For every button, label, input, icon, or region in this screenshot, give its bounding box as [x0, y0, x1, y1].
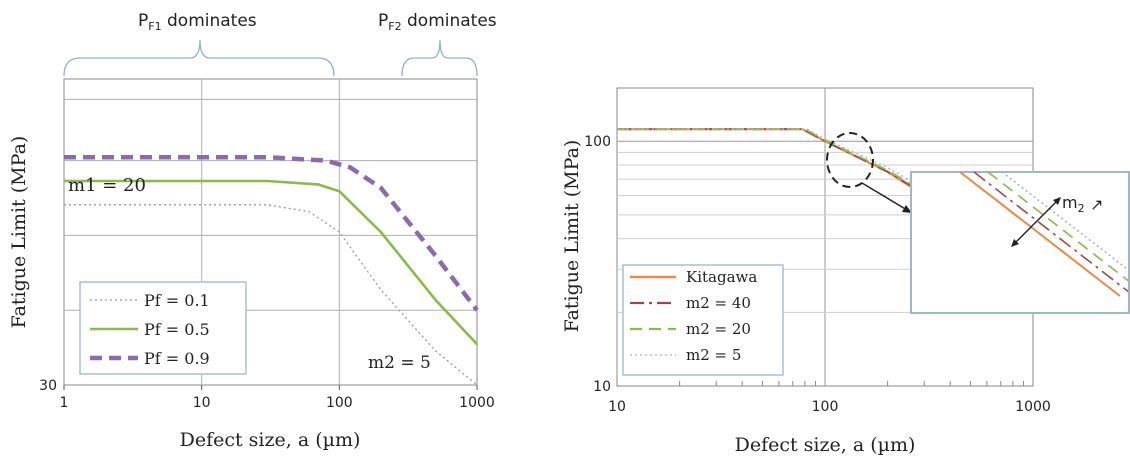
- m2-annotation: m2 = 5: [368, 353, 431, 373]
- inset-m2-arrow-head-up: [1053, 197, 1061, 205]
- right-legend-label: m2 = 20: [686, 320, 751, 338]
- inset-line-0: [959, 171, 1121, 297]
- left-legend-label: Pf = 0.1: [144, 291, 210, 310]
- left-series-line-0: [64, 204, 478, 386]
- right-y-tick-label: 100: [584, 134, 611, 150]
- inset-m2-arrow: [1013, 199, 1059, 245]
- left-y-axis-label: Fatigue Limit (MPa): [8, 136, 30, 329]
- right-y-axis-label: Fatigue Limit (MPa): [561, 140, 583, 333]
- left-x-tick-label: 1000: [459, 395, 495, 411]
- right-legend: Kitagawa m2 = 40 m2 = 20 m2 = 5: [622, 264, 784, 376]
- inset-box: [910, 171, 1130, 314]
- right-chart: 10 100 1000 10 100 Defect size, a (µm) Fatig…: [561, 87, 1130, 456]
- left-x-tick-label: 100: [326, 395, 353, 411]
- right-ticks: 10 100 1000 10 100: [584, 134, 1051, 415]
- right-legend-box: [622, 264, 784, 376]
- right-series-line-3: [617, 128, 925, 190]
- right-x-tick-label: 1000: [1015, 399, 1051, 415]
- right-x-tick-label: 100: [812, 399, 839, 415]
- m1-annotation: m1 = 20: [68, 175, 146, 196]
- left-ticks: 1 10 100 1000 30: [39, 378, 495, 411]
- zoom-arrow-head: [902, 205, 912, 213]
- right-legend-label: Kitagawa: [686, 268, 757, 286]
- left-series-line-2: [64, 154, 479, 312]
- left-legend: Pf = 0.1 Pf = 0.5 Pf = 0.9: [79, 281, 247, 375]
- left-series: [64, 154, 479, 386]
- inset-zoom: m2 ↗: [910, 171, 1130, 314]
- right-x-tick-label: 10: [608, 399, 626, 415]
- left-x-axis-label: Defect size, a (µm): [180, 429, 361, 451]
- inset-line-1: [973, 171, 1130, 294]
- left-legend-label: Pf = 0.5: [144, 320, 210, 339]
- pf2-dominates-label: PF2 dominates: [378, 11, 497, 33]
- left-chart: PF1 dominates PF2 dominates 1 10 100 1000 30…: [8, 11, 497, 451]
- inset-m2-arrow-head-down: [1011, 239, 1019, 247]
- left-series-line-1: [64, 179, 478, 346]
- right-series: [617, 128, 925, 197]
- pf1-brace: [63, 39, 335, 77]
- right-legend-label: m2 = 5: [686, 346, 741, 364]
- pf1-dominates-label: PF1 dominates: [138, 11, 257, 33]
- left-y-tick-label: 30: [39, 378, 57, 394]
- left-legend-label: Pf = 0.9: [144, 349, 210, 368]
- left-x-tick-label: 1: [60, 395, 69, 411]
- inset-line-3: [1001, 171, 1130, 273]
- zoom-circle: [826, 132, 874, 188]
- right-y-tick-label: 10: [593, 379, 611, 395]
- inset-up-arrow-icon: ↗: [1090, 195, 1103, 214]
- inset-line-2: [987, 171, 1130, 284]
- inset-m2-label: m2: [1062, 193, 1085, 215]
- pf2-brace: [401, 39, 478, 77]
- right-x-axis-label: Defect size, a (µm): [735, 434, 916, 456]
- left-x-tick-label: 10: [193, 395, 211, 411]
- right-legend-label: m2 = 40: [686, 294, 751, 312]
- zoom-arrow: [861, 182, 908, 211]
